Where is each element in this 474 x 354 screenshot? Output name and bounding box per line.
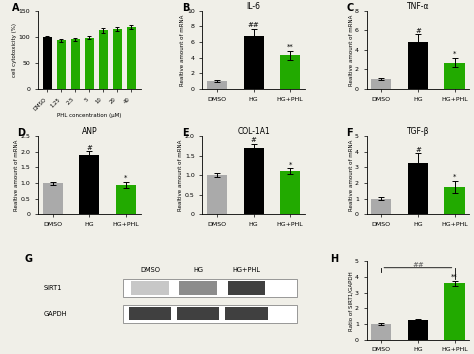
Bar — [116, 185, 136, 215]
Bar — [280, 55, 300, 89]
Y-axis label: Realtive amount of mRNA: Realtive amount of mRNA — [178, 139, 183, 211]
Text: **: ** — [287, 44, 293, 50]
Text: SIRT1: SIRT1 — [43, 285, 62, 291]
Title: COL-1A1: COL-1A1 — [237, 127, 270, 136]
Bar — [123, 279, 297, 297]
Text: B: B — [182, 3, 189, 13]
Title: ANP: ANP — [82, 127, 97, 136]
Bar — [408, 163, 428, 215]
Text: #: # — [415, 147, 421, 153]
Bar — [56, 40, 66, 89]
Bar — [131, 281, 169, 295]
Bar — [445, 284, 465, 340]
Bar — [123, 304, 297, 322]
Bar — [244, 36, 264, 89]
Bar — [445, 63, 465, 89]
Bar — [71, 39, 80, 89]
Bar — [85, 38, 94, 89]
Bar — [43, 183, 63, 215]
X-axis label: PHL concentration (μM): PHL concentration (μM) — [57, 113, 121, 118]
Bar — [225, 307, 267, 320]
Bar — [79, 155, 100, 215]
Y-axis label: Realtive amount of mRNA: Realtive amount of mRNA — [14, 139, 19, 211]
Bar — [280, 171, 300, 215]
Bar — [228, 281, 265, 295]
Text: ##: ## — [412, 262, 424, 268]
Bar — [129, 307, 172, 320]
Bar — [371, 79, 392, 89]
Text: #: # — [86, 144, 92, 150]
Text: *: * — [124, 175, 128, 181]
Bar — [371, 324, 392, 340]
Title: TGF-β: TGF-β — [407, 127, 429, 136]
Text: C: C — [346, 3, 353, 13]
Text: D: D — [18, 128, 26, 138]
Bar — [43, 37, 52, 89]
Bar — [177, 307, 219, 320]
Bar — [207, 175, 227, 215]
Title: IL-6: IL-6 — [246, 1, 261, 11]
Bar — [244, 148, 264, 215]
Text: **: ** — [451, 274, 458, 280]
Text: *: * — [453, 51, 456, 57]
Text: ##: ## — [248, 22, 259, 28]
Text: HG: HG — [193, 267, 203, 273]
Text: H: H — [331, 253, 339, 264]
Bar — [113, 29, 122, 89]
Bar — [180, 281, 217, 295]
Text: #: # — [251, 137, 256, 143]
Bar — [408, 42, 428, 89]
Text: F: F — [346, 128, 353, 138]
Text: HG+PHL: HG+PHL — [232, 267, 260, 273]
Bar — [371, 199, 392, 215]
Text: E: E — [182, 128, 188, 138]
Y-axis label: Realtive amount of mRNA: Realtive amount of mRNA — [181, 14, 185, 86]
Text: GAPDH: GAPDH — [43, 310, 67, 316]
Text: *: * — [453, 174, 456, 180]
Text: A: A — [12, 3, 20, 13]
Bar — [127, 27, 136, 89]
Y-axis label: Realtive amount of mRNA: Realtive amount of mRNA — [348, 139, 354, 211]
Bar — [445, 187, 465, 215]
Y-axis label: cell cytotoxicity (%): cell cytotoxicity (%) — [12, 23, 17, 77]
Title: TNF-α: TNF-α — [407, 1, 429, 11]
Text: *: * — [289, 162, 292, 167]
Text: G: G — [25, 253, 33, 264]
Bar — [207, 81, 227, 89]
Bar — [408, 320, 428, 340]
Text: DMSO: DMSO — [140, 267, 160, 273]
Y-axis label: Ratio of SIRT1/GAPDH: Ratio of SIRT1/GAPDH — [348, 271, 354, 331]
Text: #: # — [415, 28, 421, 34]
Bar — [99, 30, 108, 89]
Y-axis label: Realtive amount of mRNA: Realtive amount of mRNA — [348, 14, 354, 86]
